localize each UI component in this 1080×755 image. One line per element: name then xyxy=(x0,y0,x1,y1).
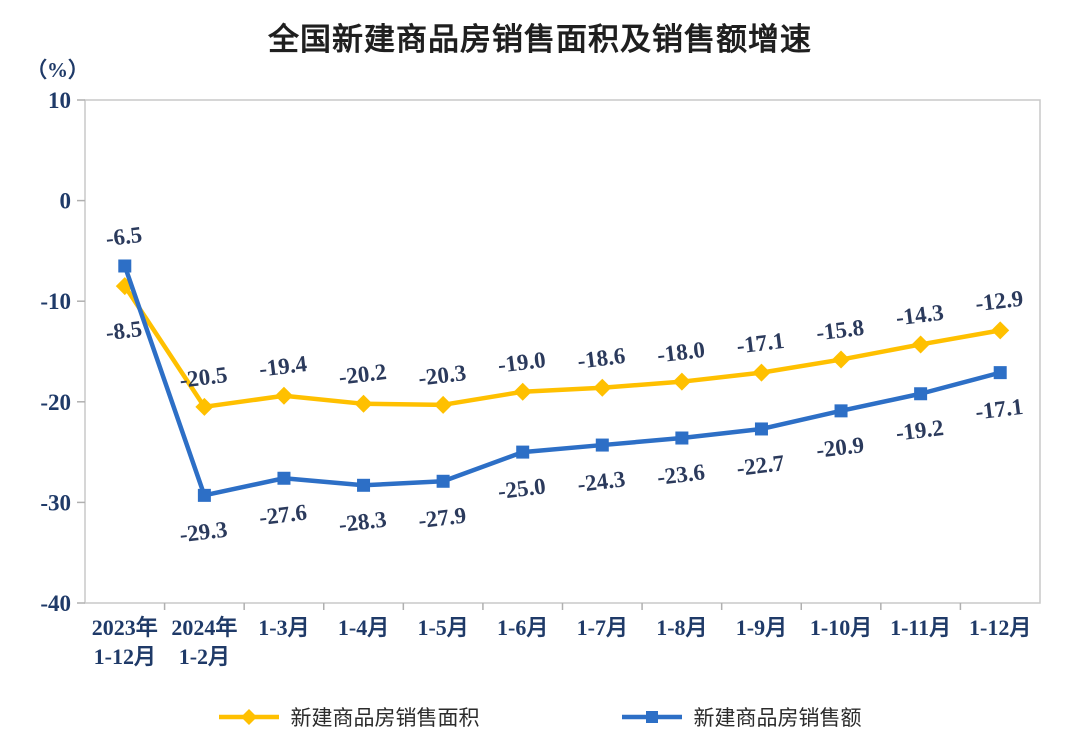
series-0-point xyxy=(593,378,612,397)
series-0-point xyxy=(115,277,134,296)
series-0-data-label: -14.3 xyxy=(894,300,945,331)
chart-title: 全国新建商品房销售面积及销售额增速 xyxy=(268,22,812,57)
series-1-point xyxy=(516,445,530,459)
chart-legend: 新建商品房销售面积 新建商品房销售额 xyxy=(0,702,1080,732)
x-axis-category-label: 1-6月 xyxy=(497,615,548,640)
series-0-data-label: -18.0 xyxy=(656,337,707,368)
x-axis-category-label: 2023年 1-12月 xyxy=(92,615,158,669)
legend-diamond-swatch-icon xyxy=(218,709,279,725)
x-axis-category-label: 1-5月 xyxy=(417,615,468,640)
x-axis-category-label: 1-12月 xyxy=(969,615,1031,640)
series-0-point xyxy=(274,386,293,405)
series-1-data-label: -28.3 xyxy=(337,507,388,538)
series-1-point xyxy=(357,478,371,492)
series-1-point xyxy=(754,422,768,436)
legend-square-swatch-icon xyxy=(621,711,682,723)
y-axis-tick-label: -10 xyxy=(40,289,71,314)
x-axis-category-label: 1-4月 xyxy=(338,615,389,640)
plot-border xyxy=(84,99,1041,604)
y-axis-tick-label: 10 xyxy=(48,88,71,113)
y-axis-tick-label: -30 xyxy=(40,490,71,515)
series-0-point xyxy=(195,397,214,416)
series-0-data-label: -15.8 xyxy=(815,315,866,346)
series-1-point xyxy=(914,387,928,401)
series-0-data-label: -20.2 xyxy=(337,359,388,390)
series-1-data-label: -24.3 xyxy=(576,466,627,497)
x-axis-category-label: 1-10月 xyxy=(810,615,872,640)
y-axis-tick-label: -20 xyxy=(40,390,71,415)
series-0-point xyxy=(513,382,532,401)
series-1-data-label: -17.1 xyxy=(974,394,1025,425)
series-1-data-label: -20.9 xyxy=(815,432,866,463)
series-line-0 xyxy=(122,284,1001,410)
legend-label-1: 新建商品房销售额 xyxy=(693,706,862,730)
legend-label-0: 新建商品房销售面积 xyxy=(290,706,480,730)
series-0-point xyxy=(354,394,373,413)
x-axis-category-label: 1-3月 xyxy=(258,615,309,640)
series-0-data-label: -19.0 xyxy=(496,347,547,378)
y-axis-unit-label: （%） xyxy=(26,58,89,82)
series-1-data-label: -23.6 xyxy=(656,459,707,490)
x-axis-category-label: 1-11月 xyxy=(890,615,951,640)
series-1-data-label: -19.2 xyxy=(894,415,945,446)
series-0-data-label: -20.5 xyxy=(178,362,229,393)
series-1-point xyxy=(436,474,450,488)
series-1-data-label: -27.6 xyxy=(258,499,309,530)
y-axis-tick-label: 0 xyxy=(60,189,72,214)
series-1-data-label: -22.7 xyxy=(735,450,786,481)
series-0-point xyxy=(752,363,771,382)
series-0-data-label: -8.5 xyxy=(104,316,143,345)
series-0-point xyxy=(434,395,453,414)
series-0-data-label: -12.9 xyxy=(974,286,1025,317)
series-0-data-label: -17.1 xyxy=(735,328,786,359)
series-1-data-label: -25.0 xyxy=(496,473,547,504)
series-0-data-label: -18.6 xyxy=(576,343,627,374)
series-1-point xyxy=(595,438,609,452)
series-1-point xyxy=(675,431,689,445)
series-0-point xyxy=(832,350,851,369)
legend-item-0: 新建商品房销售面积 xyxy=(218,702,480,732)
series-1-point xyxy=(834,404,848,418)
series-0-point xyxy=(911,335,930,354)
series-1-data-label: -6.5 xyxy=(104,222,143,251)
series-1-point xyxy=(197,488,211,502)
series-1-point xyxy=(993,366,1007,380)
series-1-point xyxy=(118,259,132,273)
series-1-data-label: -29.3 xyxy=(178,517,229,548)
x-axis-category-label: 1-8月 xyxy=(656,615,707,640)
series-0-data-label: -19.4 xyxy=(258,351,309,382)
series-1-data-label: -27.9 xyxy=(417,503,468,534)
y-axis-tick-label: -40 xyxy=(40,591,71,616)
x-axis-category-label: 1-7月 xyxy=(577,615,628,640)
series-0-data-label: -20.3 xyxy=(417,360,468,391)
series-1-point xyxy=(277,471,291,485)
series-line-1 xyxy=(122,265,1001,498)
series-0-point xyxy=(672,372,691,391)
x-axis-category-label: 2024年 1-2月 xyxy=(171,615,237,669)
series-0-point xyxy=(991,321,1010,340)
x-axis-category-label: 1-9月 xyxy=(736,615,787,640)
legend-item-1: 新建商品房销售额 xyxy=(621,702,862,732)
